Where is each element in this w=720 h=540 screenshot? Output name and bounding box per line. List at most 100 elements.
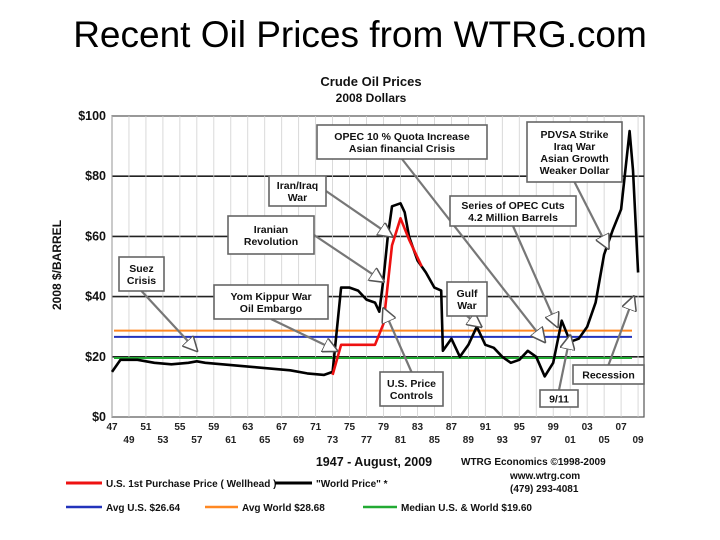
x-tick-label: 83: [412, 422, 424, 433]
x-tick-label: 91: [480, 422, 492, 433]
x-tick-label: 85: [429, 435, 441, 446]
annotation-arrow: [401, 158, 545, 342]
series-line: [331, 217, 423, 376]
x-tick-label: 95: [514, 422, 526, 433]
annotation-text: Recession: [582, 370, 635, 382]
annotation-text: Asian financial Crisis: [349, 143, 455, 155]
y-axis-label: 2008 $/BARREL: [50, 220, 64, 310]
x-tick-label: 47: [106, 422, 118, 433]
annotation-arrow: [325, 190, 392, 236]
annotation-box: [526, 121, 623, 183]
x-tick-label: 71: [310, 422, 322, 433]
x-tick-label: 77: [361, 435, 373, 446]
x-tick-labels: 47 51 55 59 63 67 71 75 79 83 87 91 95 99 03 07 49 53 57 61…: [106, 422, 644, 446]
annotation-arrow: [313, 234, 384, 282]
annotation-text: Asian Growth: [540, 153, 608, 165]
annotation-arrow: [384, 309, 413, 373]
x-tick-label: 97: [531, 435, 543, 446]
x-tick-label: 67: [276, 422, 288, 433]
chart-subtitle: 2008 Dollars: [336, 91, 407, 105]
x-tick-label: 61: [225, 435, 237, 446]
annotation-text: Controls: [390, 390, 433, 402]
annotation-box: [539, 389, 579, 408]
legend-label-avg-us: Avg U.S. $26.64: [106, 503, 181, 514]
legend: U.S. 1st Purchase Price ( Wellhead ) "Wo…: [66, 479, 532, 514]
annotation-text: Iranian: [254, 224, 288, 236]
y-tick-label: $100: [78, 109, 106, 123]
annotation-text: Revolution: [244, 236, 298, 248]
annotation-box: [118, 256, 165, 292]
annotation-text: Weaker Dollar: [540, 165, 610, 177]
annotation-arrow: [467, 316, 481, 327]
legend-label-median: Median U.S. & World $19.60: [401, 503, 532, 514]
annotation-text: Gulf: [457, 288, 478, 300]
legend-label-world: "World Price" *: [316, 479, 388, 490]
x-tick-label: 01: [565, 435, 577, 446]
x-tick-label: 51: [140, 422, 152, 433]
x-tick-label: 07: [616, 422, 628, 433]
x-tick-label: 75: [344, 422, 356, 433]
annotation-text: 9/11: [549, 394, 569, 406]
annotation-box: [227, 215, 315, 255]
x-tick-label: 05: [599, 435, 611, 446]
x-tick-label: 55: [174, 422, 186, 433]
annotation-text: Oil Embargo: [240, 303, 302, 315]
legend-label-avg-world: Avg World $28.68: [242, 503, 325, 514]
annotation-box: [268, 175, 327, 207]
x-tick-label: 63: [242, 422, 254, 433]
annotation-text: OPEC 10 % Quota Increase: [334, 131, 470, 143]
x-tick-label: 99: [548, 422, 560, 433]
annotation-text: Crisis: [127, 275, 156, 287]
annotation: Recession: [572, 297, 645, 385]
annotation-arrow: [511, 225, 557, 327]
annotation-box: [316, 124, 488, 160]
x-tick-label: 03: [582, 422, 594, 433]
x-tick-label: 53: [157, 435, 169, 446]
x-tick-label: 93: [497, 435, 509, 446]
annotation-arrow: [270, 318, 337, 351]
x-tick-label: 09: [632, 435, 644, 446]
x-tick-label: 49: [123, 435, 135, 446]
annotation-text: War: [457, 300, 476, 312]
y-tick-label: $60: [85, 229, 106, 243]
y-tick-label: $40: [85, 290, 106, 304]
x-tick-label: 87: [446, 422, 458, 433]
x-tick-label: 89: [463, 435, 475, 446]
slide-title: Recent Oil Prices from WTRG.com: [73, 14, 647, 55]
chart-title: Crude Oil Prices: [320, 74, 421, 89]
annotation-text: Iran/Iraq: [277, 180, 318, 192]
annotation-arrow: [140, 290, 197, 351]
annotation-text: U.S. Price: [387, 378, 436, 390]
x-tick-label: 69: [293, 435, 305, 446]
legend-label-wellhead: U.S. 1st Purchase Price ( Wellhead ): [106, 479, 276, 490]
annotation-text: Suez: [129, 263, 154, 275]
x-axis-label: 1947 - August, 2009: [316, 455, 432, 469]
y-tick-label: $0: [92, 410, 106, 424]
y-tick-label: $80: [85, 169, 106, 183]
x-tick-label: 73: [327, 435, 339, 446]
annotation-arrow: [607, 297, 634, 366]
annotation-box: [213, 284, 329, 320]
annotation-box: [379, 371, 444, 407]
x-tick-label: 59: [208, 422, 220, 433]
y-tick-label: $20: [85, 350, 106, 364]
annotation-text: Iraq War: [554, 141, 596, 153]
credit-url: www.wtrg.com: [509, 471, 580, 482]
annotation: 9/11: [539, 336, 579, 408]
annotation-text: Yom Kippur War: [230, 291, 311, 303]
annotation-arrow: [573, 181, 609, 248]
credit-wtrg: WTRG Economics ©1998-2009: [461, 457, 606, 468]
x-tick-label: 79: [378, 422, 390, 433]
annotation-text: War: [288, 192, 307, 204]
annotation-text: PDVSA Strike: [541, 129, 609, 141]
annotation-box: [449, 195, 577, 227]
